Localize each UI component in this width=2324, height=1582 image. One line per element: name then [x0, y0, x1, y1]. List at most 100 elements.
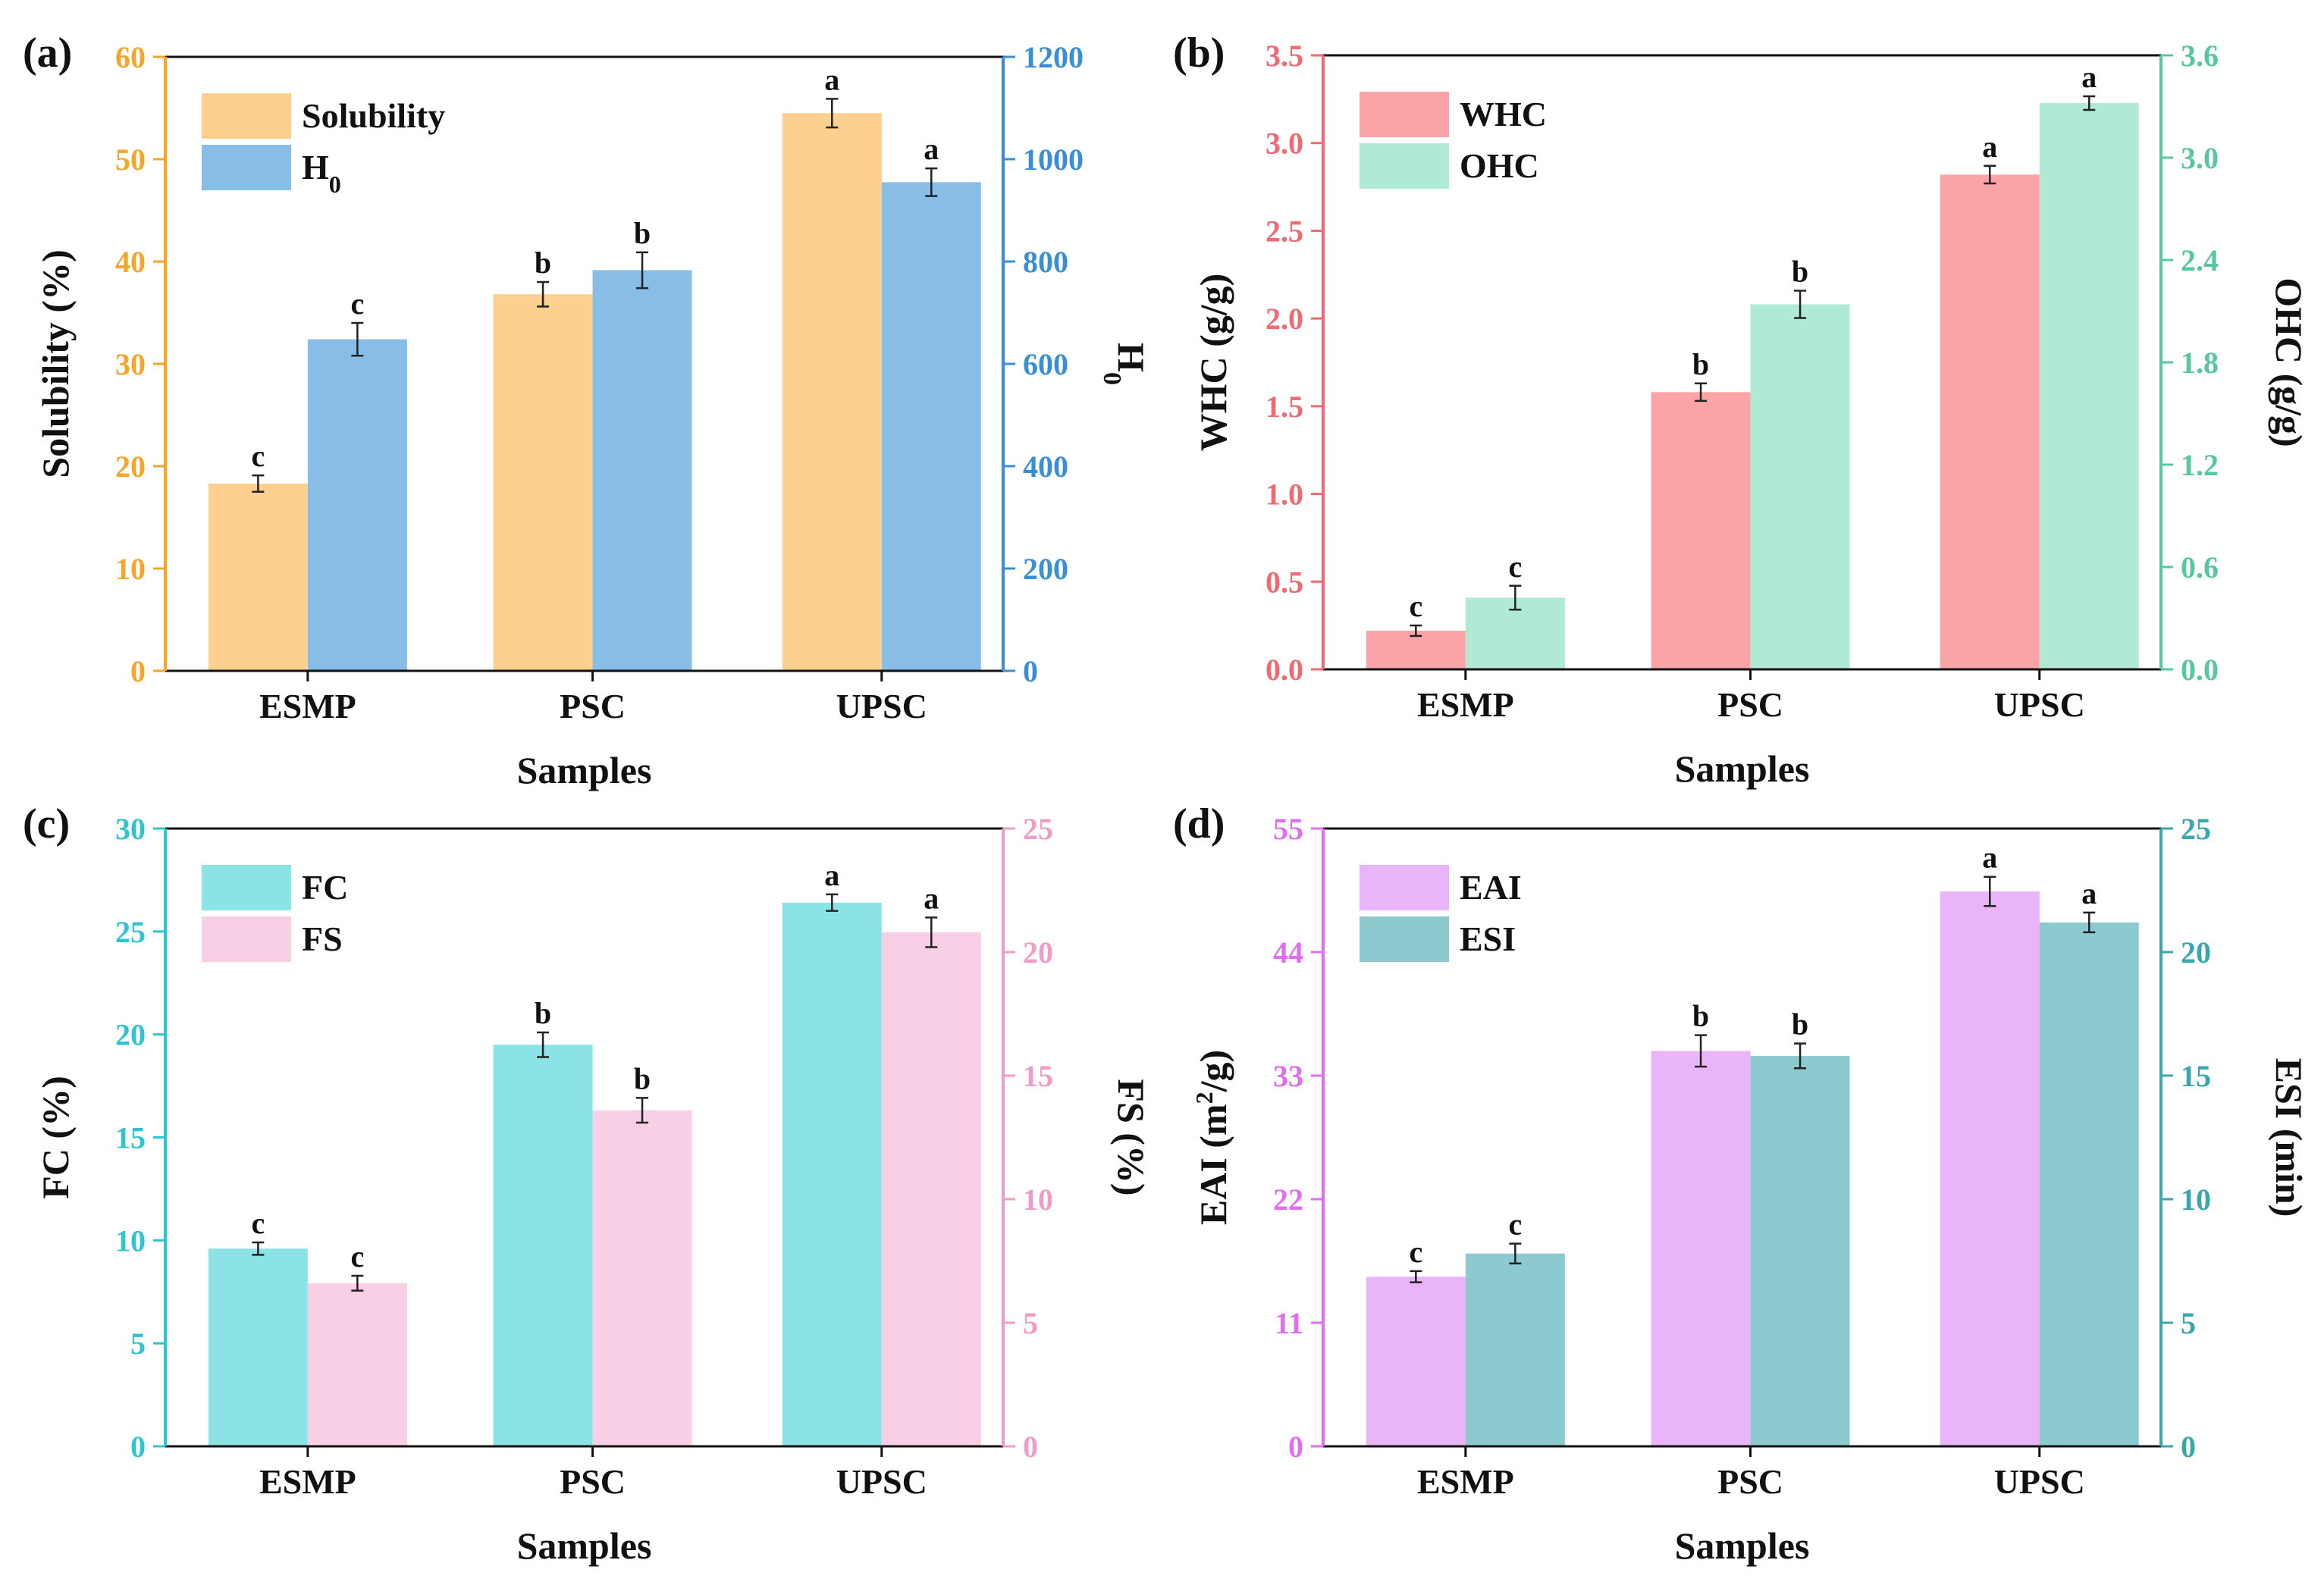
tick-label-right: 1.2 [2181, 448, 2219, 482]
bar-eai-esmp [1366, 1277, 1466, 1446]
legend-swatch-whc [1360, 92, 1449, 137]
legend-label-h0: H0 [302, 148, 341, 198]
y-axis-right-title-main: FS (%) [1110, 1079, 1153, 1195]
tick-label-right: 1000 [1023, 143, 1084, 177]
significance-letter: b [1792, 255, 1808, 289]
legend-swatch-ohc [1360, 143, 1449, 189]
y-axis-right-title: OHC (g/g) [2268, 277, 2310, 447]
significance-letter: c [1409, 1235, 1422, 1269]
significance-letter: c [251, 1206, 265, 1240]
bar-fc-esmp [208, 1248, 308, 1446]
significance-letter: b [634, 216, 651, 250]
bar-esi-psc [1750, 1055, 1850, 1446]
tick-label-left: 0.5 [1265, 565, 1303, 599]
category-label: PSC [560, 687, 626, 725]
panel-label: (b) [1173, 30, 1225, 77]
legend-swatch-fs [202, 916, 291, 962]
significance-letter: c [1508, 550, 1522, 584]
tick-label-right: 25 [1023, 812, 1053, 846]
significance-letter: b [1792, 1007, 1808, 1042]
chart-panel-d: (d) c b a c b a 0 11 22 33 44 55 0 5 10 15 20 25 ESMP PSC UPS… [1173, 800, 2310, 1567]
x-axis-title: Samples [517, 1524, 652, 1567]
legend-label-main: H [302, 148, 329, 186]
tick-label-left: 5 [130, 1327, 146, 1361]
category-label: UPSC [1994, 685, 2085, 724]
tick-label-left: 15 [115, 1121, 146, 1155]
category-label: UPSC [836, 687, 927, 725]
tick-label-left: 44 [1273, 935, 1303, 970]
legend-label-fs: FS [302, 919, 343, 958]
category-label: UPSC [836, 1462, 927, 1501]
tick-label-left: 0 [130, 654, 146, 688]
significance-letter: c [251, 439, 265, 473]
tick-label-left: 50 [115, 143, 146, 177]
tick-label-right: 400 [1023, 450, 1068, 484]
bar-solubility-upsc [782, 113, 882, 671]
tick-label-left: 55 [1273, 812, 1303, 846]
significance-letter: a [1982, 841, 1997, 875]
legend-label-eai: EAI [1460, 868, 1522, 907]
tick-label-right: 0.6 [2181, 550, 2219, 584]
bar-whc-esmp [1366, 631, 1466, 669]
panel-label: (c) [23, 800, 70, 847]
significance-letter: a [824, 62, 839, 96]
significance-letter: a [1982, 130, 1997, 164]
tick-label-right: 2.4 [2181, 243, 2219, 277]
significance-letter: a [824, 858, 839, 892]
tick-label-left: 10 [115, 552, 146, 586]
tick-label-left: 0 [1288, 1430, 1303, 1464]
x-axis-title: Samples [517, 749, 652, 791]
tick-label-left: 3.5 [1265, 39, 1303, 73]
tick-label-left: 25 [115, 915, 146, 949]
significance-letter: a [924, 132, 939, 166]
tick-label-right: 15 [2181, 1059, 2211, 1093]
tick-label-left: 1.5 [1265, 390, 1303, 424]
y-axis-left-title-sup: 2 [1190, 1092, 1218, 1104]
tick-label-left: 20 [115, 450, 146, 484]
tick-label-left: 33 [1273, 1059, 1303, 1093]
chart-panel-b: (b) c b a c b a 0.0 0.5 1.0 1.5 2.0 2.5 3.0 3.5 0.0 0.6 1… [1173, 30, 2310, 790]
tick-label-left: 20 [115, 1018, 146, 1052]
tick-label-left: 1.0 [1265, 478, 1303, 512]
y-axis-right-title-main: ESI (min) [2268, 1058, 2310, 1217]
tick-label-right: 10 [1023, 1183, 1053, 1217]
significance-letter: a [924, 881, 939, 915]
legend-label-esi: ESI [1460, 919, 1516, 958]
bar-whc-psc [1651, 392, 1751, 669]
tick-label-right: 20 [1023, 935, 1053, 970]
y-axis-left-title: Solubility (%) [34, 249, 77, 478]
tick-label-right: 0.0 [2181, 653, 2219, 687]
tick-label-right: 600 [1023, 347, 1068, 381]
tick-label-left: 0 [130, 1430, 146, 1464]
legend-label-whc: WHC [1460, 95, 1547, 133]
tick-label-right: 5 [1023, 1306, 1038, 1340]
bar-solubility-esmp [208, 483, 308, 671]
legend-swatch-esi [1360, 916, 1449, 962]
tick-label-right: 5 [2181, 1306, 2196, 1340]
tick-label-right: 0 [1023, 654, 1038, 688]
tick-label-right: 200 [1023, 552, 1068, 586]
tick-label-right: 800 [1023, 245, 1068, 279]
y-axis-right-title: H0 [1099, 343, 1153, 385]
significance-letter: b [535, 996, 551, 1030]
bar-esi-esmp [1465, 1253, 1565, 1446]
y-axis-right-title-sub: 0 [1099, 372, 1127, 385]
chart-panel-c: (c) c b a c b a 0 5 10 15 20 25 30 0 5 10 15 20 25 ESMP PSC UP… [23, 800, 1153, 1567]
legend-swatch-solubility [202, 93, 291, 139]
y-axis-right-title-main: OHC (g/g) [2268, 277, 2310, 447]
tick-label-right: 20 [2181, 935, 2211, 970]
tick-label-right: 3.0 [2181, 141, 2219, 175]
x-axis-title: Samples [1675, 747, 1810, 790]
y-axis-right-title: ESI (min) [2268, 1058, 2310, 1217]
tick-label-right: 0 [1023, 1430, 1038, 1464]
tick-label-left: 0.0 [1265, 653, 1303, 687]
bar-eai-upsc [1940, 891, 2040, 1446]
x-axis-title: Samples [1675, 1524, 1810, 1567]
tick-label-left: 30 [115, 812, 146, 846]
bar-fs-psc [592, 1110, 692, 1446]
tick-label-left: 2.5 [1265, 214, 1303, 248]
category-label: PSC [560, 1462, 626, 1501]
bar-whc-upsc [1940, 174, 2040, 669]
tick-label-left: 3.0 [1265, 127, 1303, 161]
